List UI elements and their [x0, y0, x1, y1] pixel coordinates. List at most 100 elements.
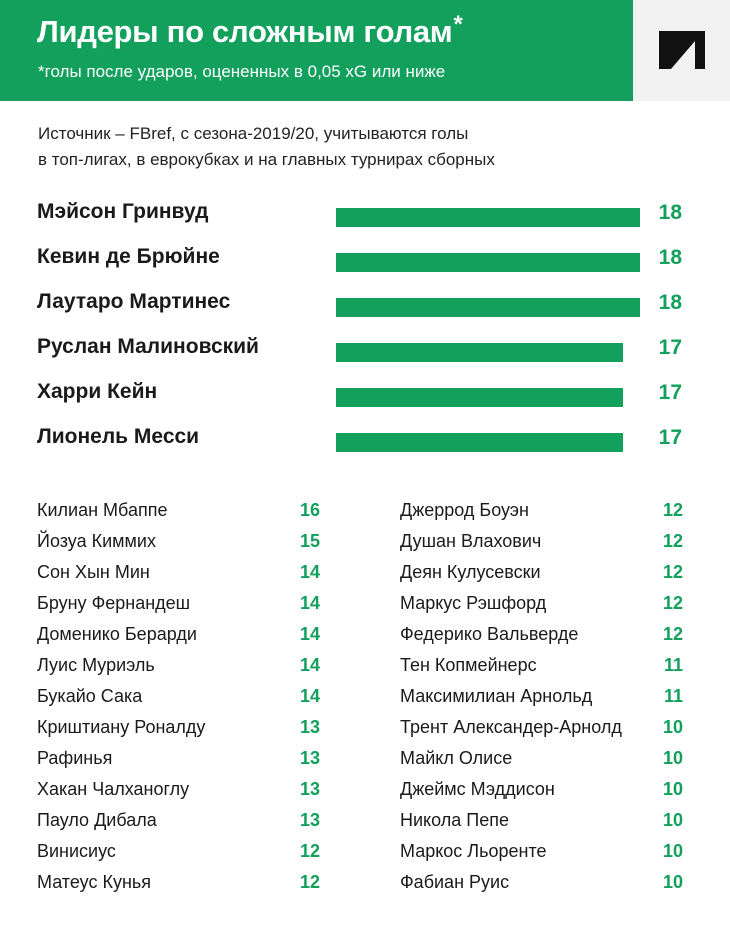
bar-value-label: 17	[658, 336, 682, 359]
source-note: Источник – FBref, с сезона-2019/20, учит…	[38, 121, 495, 173]
bar-category-label: Харри Кейн	[37, 380, 158, 403]
player-name: Маркос Льоренте	[400, 841, 547, 861]
player-name: Майкл Олисе	[400, 748, 513, 768]
player-name: Луис Муриэль	[37, 655, 155, 675]
bar-row: Лионель Месси 17	[0, 415, 730, 460]
player-name: Душан Влахович	[400, 531, 542, 551]
player-name: Матеус Кунья	[37, 872, 152, 892]
goals-value: 10	[662, 748, 683, 768]
bar	[336, 298, 640, 317]
bar-value-label: 18	[658, 291, 682, 314]
goals-value: 10	[662, 717, 683, 737]
list-item: Доменико Берарди 14	[0, 619, 365, 650]
goals-value: 14	[299, 562, 320, 582]
bar-value-label: 17	[658, 426, 682, 449]
goals-value: 15	[299, 531, 320, 551]
goals-value: 10	[662, 810, 683, 830]
bar	[336, 343, 623, 362]
goals-value: 10	[662, 779, 683, 799]
title-asterisk: *	[453, 11, 463, 38]
player-name: Рафинья	[37, 748, 113, 768]
bar-value-label: 18	[658, 201, 682, 224]
list-item: Пауло Дибала 13	[0, 805, 365, 836]
bar-category-label: Мэйсон Гринвуд	[37, 200, 209, 223]
goals-value: 13	[299, 717, 320, 737]
goals-value: 13	[299, 779, 320, 799]
player-name: Трент Александер-Арнолд	[400, 717, 622, 737]
player-name: Йозуа Киммих	[37, 531, 156, 551]
bar-value-label: 17	[658, 381, 682, 404]
goals-value: 11	[663, 686, 683, 706]
player-name: Пауло Дибала	[37, 810, 157, 830]
leaders-list-right: Джеррод Боуэн 12 Душан Влахович 12 Деян Кулу…	[365, 495, 730, 915]
goals-value: 13	[299, 748, 320, 768]
list-item: Килиан Мбаппе 16	[0, 495, 365, 526]
player-name: Букайо Сака	[37, 686, 143, 706]
header-banner: Лидеры по сложным голам* *голы после уда…	[0, 0, 633, 101]
top-leaders-bar-chart: Мэйсон Гринвуд 18 Кевин де Брюйне 18 Лаутаро…	[0, 190, 730, 470]
list-item: Душан Влахович 12	[365, 526, 730, 557]
brand-logo-icon	[659, 31, 705, 69]
bar-row: Лаутаро Мартинес 18	[0, 280, 730, 325]
goals-value: 14	[299, 655, 320, 675]
list-item: Фабиан Руис 10	[365, 867, 730, 898]
chart-title-text: Лидеры по сложным голам	[37, 14, 453, 49]
player-name: Сон Хын Мин	[37, 562, 150, 582]
bar-value-label: 18	[658, 246, 682, 269]
goals-value: 12	[662, 531, 683, 551]
bar-row: Руслан Малиновский 17	[0, 325, 730, 370]
chart-subtitle: *голы после ударов, оцененных в 0,05 xG …	[38, 62, 446, 81]
player-name: Никола Пепе	[400, 810, 509, 830]
bar-category-label: Лаутаро Мартинес	[37, 290, 231, 313]
source-note-line-1: Источник – FBref, с сезона-2019/20, учит…	[38, 124, 469, 143]
list-item: Матеус Кунья 12	[0, 867, 365, 898]
list-item: Тен Копмейнерс 11	[365, 650, 730, 681]
goals-value: 13	[299, 810, 320, 830]
player-name: Бруну Фернандеш	[37, 593, 191, 613]
list-item: Никола Пепе 10	[365, 805, 730, 836]
player-name: Винисиус	[37, 841, 116, 861]
list-item: Сон Хын Мин 14	[0, 557, 365, 588]
bar-row: Кевин де Брюйне 18	[0, 235, 730, 280]
player-name: Доменико Берарди	[37, 624, 197, 644]
list-item: Винисиус 12	[0, 836, 365, 867]
goals-value: 16	[299, 500, 320, 520]
goals-value: 10	[662, 872, 683, 892]
player-name: Джеймс Мэддисон	[400, 779, 555, 799]
player-name: Тен Копмейнерс	[400, 655, 537, 675]
list-item: Максимилиан Арнольд 11	[365, 681, 730, 712]
bar	[336, 433, 623, 452]
goals-value: 12	[662, 593, 683, 613]
goals-value: 14	[299, 593, 320, 613]
bar-row: Мэйсон Гринвуд 18	[0, 190, 730, 235]
bar-category-label: Руслан Малиновский	[37, 335, 259, 358]
player-name: Федерико Вальверде	[400, 624, 579, 644]
goals-value: 12	[662, 562, 683, 582]
chart-title: Лидеры по сложным голам*	[37, 11, 463, 50]
leaders-list-left: Килиан Мбаппе 16 Йозуа Киммих 15 Сон Хын Мин…	[0, 495, 365, 915]
list-item: Деян Кулусевски 12	[365, 557, 730, 588]
goals-value: 12	[662, 624, 683, 644]
list-item: Рафинья 13	[0, 743, 365, 774]
player-name: Криштиану Роналду	[37, 717, 206, 737]
goals-value: 14	[299, 686, 320, 706]
list-item: Хакан Чалханоглу 13	[0, 774, 365, 805]
goals-value: 12	[662, 500, 683, 520]
list-item: Маркус Рэшфорд 12	[365, 588, 730, 619]
player-name: Маркус Рэшфорд	[400, 593, 547, 613]
source-note-line-2: в топ-лигах, в еврокубках и на главных т…	[38, 150, 495, 169]
bar-category-label: Лионель Месси	[37, 425, 200, 448]
list-item: Майкл Олисе 10	[365, 743, 730, 774]
list-item: Бруну Фернандеш 14	[0, 588, 365, 619]
list-item: Йозуа Киммих 15	[0, 526, 365, 557]
list-item: Джеррод Боуэн 12	[365, 495, 730, 526]
list-item: Луис Муриэль 14	[0, 650, 365, 681]
bar	[336, 253, 640, 272]
player-name: Деян Кулусевски	[400, 562, 541, 582]
list-item: Федерико Вальверде 12	[365, 619, 730, 650]
list-item: Букайо Сака 14	[0, 681, 365, 712]
player-name: Джеррод Боуэн	[400, 500, 529, 520]
bar-row: Харри Кейн 17	[0, 370, 730, 415]
bar-category-label: Кевин де Брюйне	[37, 245, 220, 268]
logo-box	[633, 0, 730, 101]
